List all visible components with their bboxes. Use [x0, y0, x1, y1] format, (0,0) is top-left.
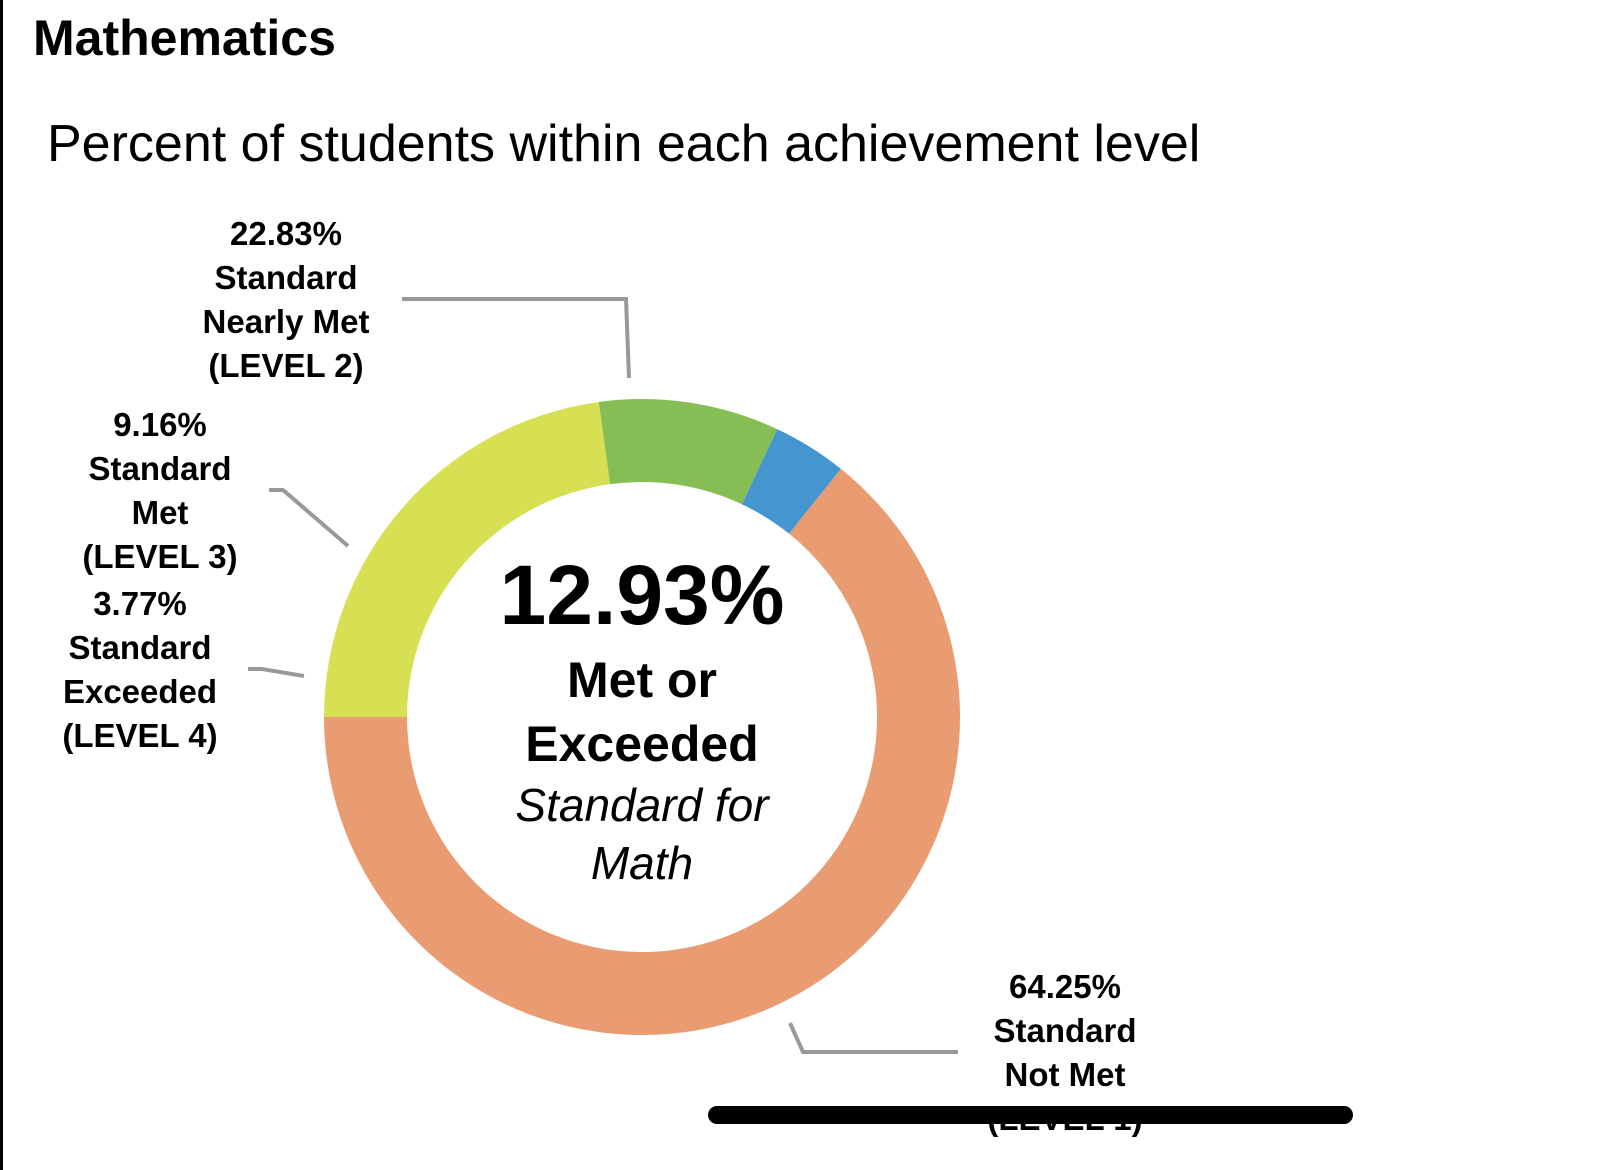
slice-label-level-2-line3: (LEVEL 2) — [208, 347, 364, 384]
slice-label-level-3: 9.16% Standard Met (LEVEL 3) — [40, 403, 280, 579]
slice-level-2 — [324, 401, 611, 717]
center-label-line3: Standard for — [515, 779, 769, 831]
slice-label-level-2-line2: Nearly Met — [202, 303, 370, 340]
leader-line-level-1 — [788, 1022, 958, 1054]
slice-label-level-1-line2: Not Met — [1004, 1056, 1126, 1093]
slice-label-level-3-line3: (LEVEL 3) — [82, 538, 238, 575]
slice-level-1 — [324, 468, 961, 1035]
slice-label-level-3-line1: Standard — [88, 450, 232, 487]
center-label-line2: Exceeded — [525, 716, 759, 772]
center-percent-value: 12.93% — [499, 548, 785, 642]
slice-label-level-4-line2: Exceeded — [62, 673, 218, 710]
slice-label-level-4: 3.77% Standard Exceeded (LEVEL 4) — [20, 582, 260, 758]
leader-line-level-4 — [248, 667, 305, 678]
slice-label-level-1-value: 64.25% — [1009, 968, 1121, 1005]
leader-line-level-3 — [269, 488, 350, 548]
slice-label-level-4-value: 3.77% — [93, 585, 187, 622]
page-left-border — [0, 0, 3, 1170]
slice-label-level-2-value: 22.83% — [230, 215, 342, 252]
leader-line-level-2 — [402, 297, 631, 379]
center-label-line1: Met or — [567, 652, 717, 708]
slice-label-level-3-value: 9.16% — [113, 406, 207, 443]
page-title: Mathematics — [33, 10, 336, 66]
leader-lines — [248, 297, 958, 1054]
slice-level-4 — [741, 429, 841, 534]
slice-label-level-1-line1: Standard — [993, 1012, 1137, 1049]
donut-slices — [324, 399, 961, 1035]
slice-label-level-3-line2: Met — [131, 494, 189, 531]
chart-subtitle: Percent of students within each achievem… — [47, 115, 1201, 173]
bottom-redaction-bar — [708, 1106, 1353, 1124]
center-label-line4: Math — [590, 837, 694, 889]
slice-level-3 — [598, 399, 778, 505]
slice-label-level-4-line1: Standard — [68, 629, 212, 666]
slice-label-level-2: 22.83% Standard Nearly Met (LEVEL 2) — [166, 212, 406, 388]
slice-label-level-2-line1: Standard — [214, 259, 358, 296]
slice-label-level-4-line3: (LEVEL 4) — [62, 717, 218, 754]
